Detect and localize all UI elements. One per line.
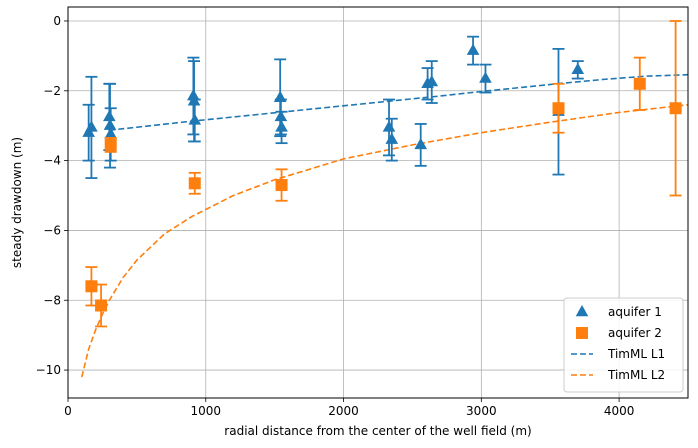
data-point [95, 299, 108, 312]
y-tick-label: −4 [43, 154, 61, 168]
legend-label: aquifer 1 [608, 305, 662, 319]
series-line [81, 103, 688, 378]
data-point [104, 138, 117, 151]
data-point [552, 102, 565, 115]
legend-label: TimML L2 [607, 368, 665, 382]
x-tick-label: 1000 [191, 404, 222, 418]
y-tick-label: 0 [53, 14, 61, 28]
data-point [466, 43, 480, 55]
x-axis-label: radial distance from the center of the w… [224, 424, 531, 438]
data-point [187, 89, 200, 101]
x-tick-label: 2000 [328, 404, 359, 418]
series-scatter [85, 20, 682, 328]
data-point [275, 179, 288, 192]
legend-label: TimML L1 [607, 347, 665, 361]
x-tick-label: 0 [64, 404, 72, 418]
y-tick-label: −8 [43, 293, 61, 307]
data-point [85, 280, 98, 293]
data-point [571, 62, 585, 75]
y-axis-label: steady drawdown (m) [10, 137, 24, 268]
data-point [103, 109, 116, 122]
y-tick-label: −2 [43, 84, 61, 98]
data-point [188, 177, 201, 190]
data-point [633, 77, 646, 90]
data-point [275, 120, 288, 132]
plot-area [81, 20, 688, 378]
x-tick-label: 3000 [466, 404, 497, 418]
data-point [479, 71, 492, 83]
data-point [188, 113, 202, 125]
legend: aquifer 1 aquifer 2 TimML L1 TimML L2 [563, 297, 684, 393]
data-point [85, 120, 98, 132]
axes-frame [67, 6, 689, 399]
ticks: 0 1000 2000 3000 4000 0 −2 −4 −6 −8 −10 [36, 14, 635, 418]
legend-marker [575, 305, 589, 317]
y-tick-label: −6 [43, 223, 61, 237]
series-line-path [109, 73, 688, 132]
data-point [273, 90, 287, 102]
series-line-path [81, 103, 688, 378]
legend-marker [576, 327, 588, 339]
data-point [669, 102, 682, 115]
data-point [187, 94, 201, 106]
series-line [109, 73, 688, 132]
y-tick-label: −10 [36, 363, 61, 377]
x-tick-label: 4000 [604, 404, 635, 418]
data-point [385, 132, 399, 144]
series-scatter [82, 35, 585, 179]
data-point [274, 109, 288, 122]
legend-box [563, 297, 684, 393]
legend-label: aquifer 2 [608, 326, 662, 340]
data-point [104, 127, 118, 139]
data-point [382, 120, 396, 132]
data-point [103, 118, 117, 130]
data-point [425, 75, 439, 87]
data-point [414, 137, 428, 150]
